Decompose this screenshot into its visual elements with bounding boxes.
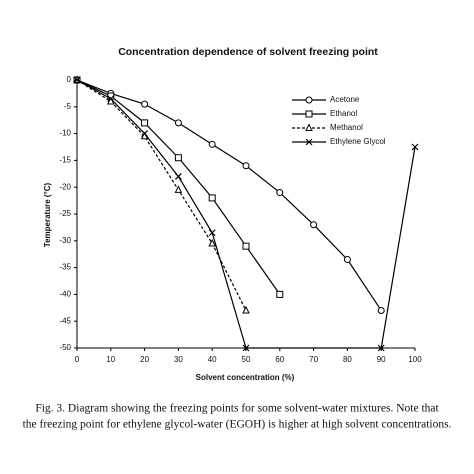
y-tick-label: -40 [59,290,71,299]
x-tick-label: 40 [208,355,217,364]
x-tick-label: 20 [140,355,149,364]
marker [174,173,182,180]
marker [141,100,149,108]
marker [242,305,250,314]
y-tick-label: 0 [67,75,72,84]
marker [242,242,250,250]
marker [174,154,182,162]
legend-marker [305,96,313,104]
marker [242,162,250,170]
legend-label: Ethanol [330,109,357,118]
y-tick-label: -35 [59,263,71,272]
y-axis-label: Temperature (°C) [43,182,52,247]
marker [141,130,149,138]
legend-marker [305,110,313,118]
marker [242,344,250,352]
y-tick-label: -45 [59,316,71,325]
y-tick-label: -30 [59,236,71,245]
marker [174,185,183,193]
marker [208,238,217,247]
x-tick-label: 60 [275,355,284,364]
y-tick-label: -20 [59,182,71,191]
x-tick-label: 80 [343,355,352,364]
legend-marker [305,138,313,146]
x-tick-label: 50 [242,355,251,364]
y-tick-label: -10 [59,129,71,138]
legend-label: Ethylene Glycol [330,137,386,146]
series-line [76,79,247,311]
legend-label: Acetone [330,95,360,104]
caption-line: the freezing point for ethylene glycol-w… [23,419,452,431]
marker [276,189,284,197]
legend-label: Methanol [330,123,363,132]
x-axis-label: Solvent concentration (%) [196,373,295,382]
caption-line: Fig. 3. Diagram showing the freezing poi… [35,403,439,415]
marker [208,229,216,237]
y-tick-label: -50 [59,343,71,352]
chart-title: Concentration dependence of solvent free… [118,46,378,58]
marker [208,140,216,148]
marker [107,95,115,103]
marker [141,119,149,127]
marker [276,290,284,298]
y-tick-label: -25 [59,209,71,218]
legend-marker [305,123,313,131]
x-tick-label: 30 [174,355,183,364]
y-tick-label: -15 [59,156,71,165]
marker [377,306,385,314]
marker [377,344,385,352]
y-tick-label: -5 [64,102,72,111]
x-tick-label: 10 [106,355,115,364]
marker [208,194,216,202]
marker [411,143,419,151]
series-line [76,79,382,311]
marker [343,256,351,264]
series-line [76,79,416,349]
marker [310,221,318,229]
marker [174,119,182,127]
x-tick-label: 70 [309,355,318,364]
x-tick-label: 100 [408,355,422,364]
marker [73,76,81,84]
x-tick-label: 90 [377,355,386,364]
x-tick-label: 0 [75,355,80,364]
